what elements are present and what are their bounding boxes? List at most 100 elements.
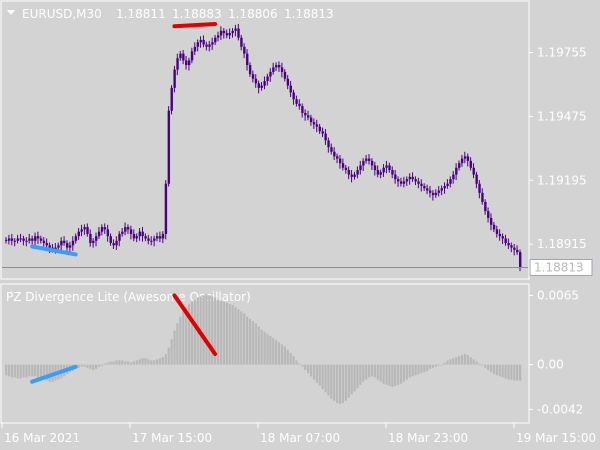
histogram-bar <box>428 364 432 369</box>
histogram-bar <box>176 323 179 365</box>
bearish-divergence-price <box>172 21 218 29</box>
candle-body <box>31 238 34 241</box>
candle-body <box>48 245 51 248</box>
histogram-bar <box>31 364 34 377</box>
candle-body <box>385 165 388 168</box>
oscillator-panel[interactable] <box>0 283 530 424</box>
candle-body <box>71 240 75 246</box>
histogram-bar <box>333 364 336 401</box>
histogram-bar <box>97 364 101 367</box>
histogram-bar <box>423 364 426 373</box>
osc-tick-label: 0.0065 <box>537 288 579 302</box>
candle-body <box>95 236 98 241</box>
histogram-bar <box>338 364 342 405</box>
candle-body <box>513 247 516 250</box>
candle-body <box>408 176 412 180</box>
candle-body <box>266 76 269 82</box>
histogram-bar <box>243 313 246 365</box>
histogram-bar <box>28 364 31 377</box>
histogram-bar <box>5 364 8 376</box>
histogram-bar <box>405 364 408 380</box>
candle-body <box>135 236 139 239</box>
candle-body <box>13 240 17 242</box>
candle-body <box>463 156 467 159</box>
candle-body <box>449 179 452 184</box>
candle-body <box>237 28 240 38</box>
candle-body <box>504 238 507 244</box>
time-tick-label: 17 Mar 15:00 <box>132 431 212 445</box>
candle-body <box>222 30 226 34</box>
candle-body <box>57 245 60 248</box>
histogram-bar <box>341 364 345 403</box>
histogram-bar <box>109 361 112 365</box>
candle-body <box>126 227 130 230</box>
histogram-bar <box>507 364 510 380</box>
histogram-bar <box>251 321 255 365</box>
candle-body <box>5 239 8 241</box>
candle-body <box>161 233 165 239</box>
candle-body <box>121 231 124 234</box>
osc-tick-label: -0.0042 <box>537 402 583 416</box>
candle-body <box>272 67 275 72</box>
histogram-bar <box>16 364 19 379</box>
histogram-bar <box>510 364 513 380</box>
histogram-bar <box>19 364 22 379</box>
histogram-bar <box>289 352 292 365</box>
price-panel[interactable] <box>0 0 530 280</box>
candle-body <box>487 211 490 218</box>
histogram-bar <box>385 364 388 385</box>
histogram-bar <box>472 359 475 365</box>
candle-body <box>475 174 478 184</box>
candle-body <box>309 117 313 123</box>
histogram-bar <box>440 364 443 366</box>
candle-body <box>484 201 487 212</box>
candle-body <box>338 158 342 164</box>
bullish-divergence-osc <box>30 364 78 384</box>
histogram-bar <box>463 354 467 365</box>
histogram-bar <box>121 360 124 365</box>
candle-body <box>106 229 110 237</box>
candle-body <box>22 238 25 241</box>
candle-body <box>39 238 43 241</box>
histogram-bar <box>263 331 266 365</box>
histogram-bar <box>153 360 156 365</box>
candle-body <box>391 170 394 175</box>
candle-body <box>187 60 191 66</box>
time-tick-label: 19 Mar 15:00 <box>516 431 596 445</box>
candle-body <box>34 236 37 241</box>
histogram-bar <box>458 356 461 365</box>
indicator-title: PZ Divergence Lite (Awesome Oscillator) <box>6 290 251 304</box>
histogram-bar <box>379 364 382 382</box>
candle-body <box>434 192 438 196</box>
candle-body <box>466 156 470 161</box>
histogram-bar <box>211 296 214 365</box>
candle-body <box>347 170 351 175</box>
histogram-bar <box>214 297 217 365</box>
candle-body <box>428 190 432 193</box>
histogram-bar <box>365 364 368 380</box>
histogram-bar <box>179 316 182 365</box>
candle-body <box>243 46 246 54</box>
candle-body <box>219 30 223 36</box>
candle-body <box>350 174 353 177</box>
candle-body <box>208 44 211 47</box>
candle-body <box>246 53 249 66</box>
histogram-bar <box>45 364 48 381</box>
histogram-bar <box>498 364 501 377</box>
menu-triangle-icon[interactable] <box>7 10 15 15</box>
candle-body <box>100 227 104 232</box>
histogram-bar <box>115 360 118 365</box>
candle-body <box>492 224 496 230</box>
candle-body <box>402 181 406 184</box>
histogram-bar <box>417 364 420 375</box>
candle-body <box>179 53 182 59</box>
candle-body <box>260 85 263 88</box>
histogram-bar <box>25 364 28 378</box>
histogram-bar <box>286 349 289 365</box>
histogram-bar <box>156 359 159 365</box>
histogram-bar <box>399 364 403 384</box>
candle-body <box>382 167 385 173</box>
histogram-bar <box>394 364 397 386</box>
histogram-bar <box>95 364 98 369</box>
